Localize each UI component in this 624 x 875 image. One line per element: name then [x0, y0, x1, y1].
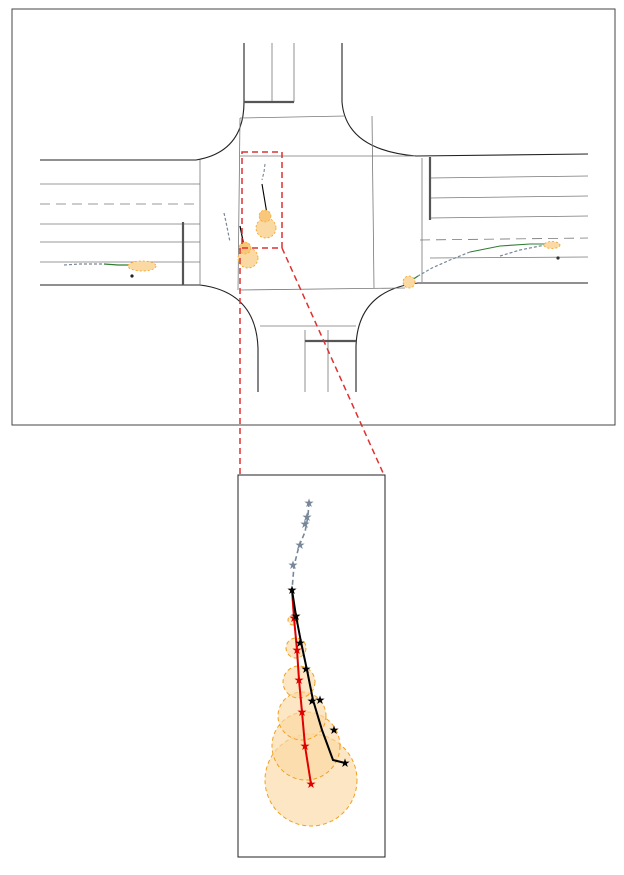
svg-text:★: ★: [291, 609, 302, 623]
predicted-path: [469, 243, 556, 253]
ground-truth-trajectory: ★ ★ ★ ★ ★ ★: [289, 589, 317, 791]
west-lane-vehicle: [63, 260, 157, 278]
svg-text:★: ★: [304, 496, 315, 510]
svg-text:★: ★: [294, 673, 305, 687]
focus-vehicle-overview: [255, 163, 277, 239]
south-road-left-edge: [40, 284, 259, 392]
svg-text:★: ★: [289, 611, 300, 625]
svg-text:★: ★: [300, 517, 311, 531]
north-road-right-edge: [341, 43, 589, 157]
svg-text:★: ★: [288, 558, 299, 572]
lane-lines: [40, 43, 589, 392]
zoom-region-box: [241, 151, 283, 249]
svg-text:★: ★: [300, 739, 311, 753]
history-path: [63, 263, 104, 266]
svg-text:★: ★: [307, 694, 318, 708]
history-path: [417, 251, 471, 277]
svg-text:★: ★: [295, 636, 306, 650]
right-approach-vehicle-2: [402, 251, 471, 289]
svg-text:★: ★: [297, 705, 308, 719]
left-queued-vehicle: [223, 212, 259, 269]
predicted-trajectory: ★ ★ ★ ★ ★ ★ ★ ★: [287, 583, 351, 770]
svg-text:★: ★: [287, 583, 298, 597]
svg-text:★: ★: [315, 693, 326, 707]
svg-text:★: ★: [306, 777, 317, 791]
svg-text:★: ★: [329, 723, 340, 737]
stop-lines: [181, 100, 432, 343]
svg-text:★: ★: [292, 643, 303, 657]
svg-text:★: ★: [295, 538, 306, 552]
svg-text:★: ★: [340, 756, 351, 770]
north-road-left-edge: [40, 43, 245, 161]
history-trajectory: ★ ★ ★ ★ ★: [288, 496, 315, 591]
svg-text:★: ★: [302, 510, 313, 524]
road-edges: [40, 43, 589, 392]
svg-text:★: ★: [301, 662, 312, 676]
history-path: [499, 243, 557, 257]
inset-panel: ★ ★ ★ ★ ★ ★ ★ ★ ★ ★ ★ ★ ★: [237, 474, 386, 858]
zoom-leader-lines: [239, 247, 385, 476]
right-approach-vehicle-1: [469, 241, 561, 260]
overview-panel: [11, 8, 616, 426]
